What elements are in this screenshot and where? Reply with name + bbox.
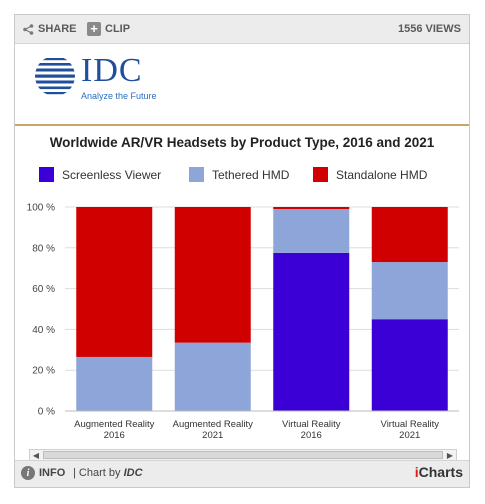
x-tick-label: 2021 [202, 430, 223, 441]
top-toolbar: SHARE + CLIP 1556 VIEWS [15, 15, 469, 44]
info-label: INFO [39, 467, 66, 479]
icharts-logo-rest: Charts [418, 464, 463, 480]
legend-swatch-screenless [39, 167, 54, 182]
info-button[interactable]: i INFO [21, 466, 65, 480]
legend-item-tethered[interactable]: Tethered HMD [189, 167, 289, 182]
idc-logo-text: IDC [81, 52, 143, 89]
chart-widget: SHARE + CLIP 1556 VIEWS IDC Analyze the … [14, 14, 470, 488]
share-label: SHARE [38, 23, 77, 35]
credit-brand: IDC [123, 467, 143, 479]
bar-segment-tethered-hmd[interactable] [273, 209, 350, 253]
plus-icon: + [87, 22, 101, 36]
share-button[interactable]: SHARE [23, 15, 77, 43]
idc-tagline: Analyze the Future [81, 91, 157, 101]
icharts-logo[interactable]: iCharts [415, 464, 463, 480]
legend-swatch-tethered [189, 167, 204, 182]
logo-divider [15, 124, 469, 126]
y-tick-label: 40 % [32, 325, 55, 336]
x-tick-label: Virtual Reality [381, 419, 440, 430]
legend-item-standalone[interactable]: Standalone HMD [313, 167, 427, 182]
x-tick-label: 2016 [301, 430, 322, 441]
share-icon [23, 23, 34, 35]
bar-segment-standalone-hmd[interactable] [76, 207, 153, 357]
y-tick-label: 100 % [27, 203, 55, 214]
clip-label: CLIP [105, 23, 131, 35]
x-tick-label: Augmented Reality [173, 419, 254, 430]
chart-credit: | Chart by IDC [73, 467, 143, 479]
legend-label-screenless: Screenless Viewer [62, 167, 162, 182]
scroll-right-icon[interactable]: ▶ [446, 450, 454, 460]
x-tick-label: 2021 [399, 430, 420, 441]
legend-label-tethered: Tethered HMD [212, 167, 290, 182]
info-icon: i [21, 466, 35, 480]
clip-button[interactable]: + CLIP [87, 15, 130, 43]
bar-segment-tethered-hmd[interactable] [174, 342, 251, 411]
x-tick-label: Virtual Reality [282, 419, 341, 430]
idc-globe-icon [35, 58, 75, 95]
legend-swatch-standalone [313, 167, 328, 182]
scroll-left-icon[interactable]: ◀ [32, 450, 40, 460]
y-tick-label: 60 % [32, 284, 55, 295]
y-tick-label: 80 % [32, 243, 55, 254]
bar-segment-screenless-viewer[interactable] [273, 252, 350, 411]
stacked-bar-chart: 0 % 20 % 40 % 60 % 80 % 100 % Augmented Realit… [27, 203, 459, 441]
chart-title: Worldwide AR/VR Headsets by Product Type… [49, 135, 435, 150]
bar-segment-standalone-hmd[interactable] [273, 207, 350, 210]
chart-legend: Screenless Viewer Tethered HMD Standalon… [15, 167, 469, 187]
footer-bar: i INFO | Chart by IDC iCharts [15, 460, 469, 487]
bar-segment-tethered-hmd[interactable] [76, 356, 153, 411]
views-count: 1556 VIEWS [398, 23, 461, 35]
x-tick-label: 2016 [104, 430, 125, 441]
y-tick-label: 20 % [32, 366, 55, 377]
x-tick-label: Augmented Reality [74, 419, 155, 430]
icharts-logo-i: i [414, 464, 419, 480]
y-tick-label: 0 % [38, 407, 55, 418]
credit-prefix: | Chart by [73, 467, 121, 479]
legend-item-screenless[interactable]: Screenless Viewer [39, 167, 161, 182]
bar-segment-screenless-viewer[interactable] [371, 319, 448, 411]
bar-segment-standalone-hmd[interactable] [371, 207, 448, 263]
logo-banner: IDC Analyze the Future [15, 44, 469, 124]
legend-label-standalone: Standalone HMD [336, 167, 428, 182]
bar-segment-standalone-hmd[interactable] [174, 207, 251, 343]
bar-segment-tethered-hmd[interactable] [371, 262, 448, 320]
scroll-thumb[interactable] [43, 451, 443, 459]
